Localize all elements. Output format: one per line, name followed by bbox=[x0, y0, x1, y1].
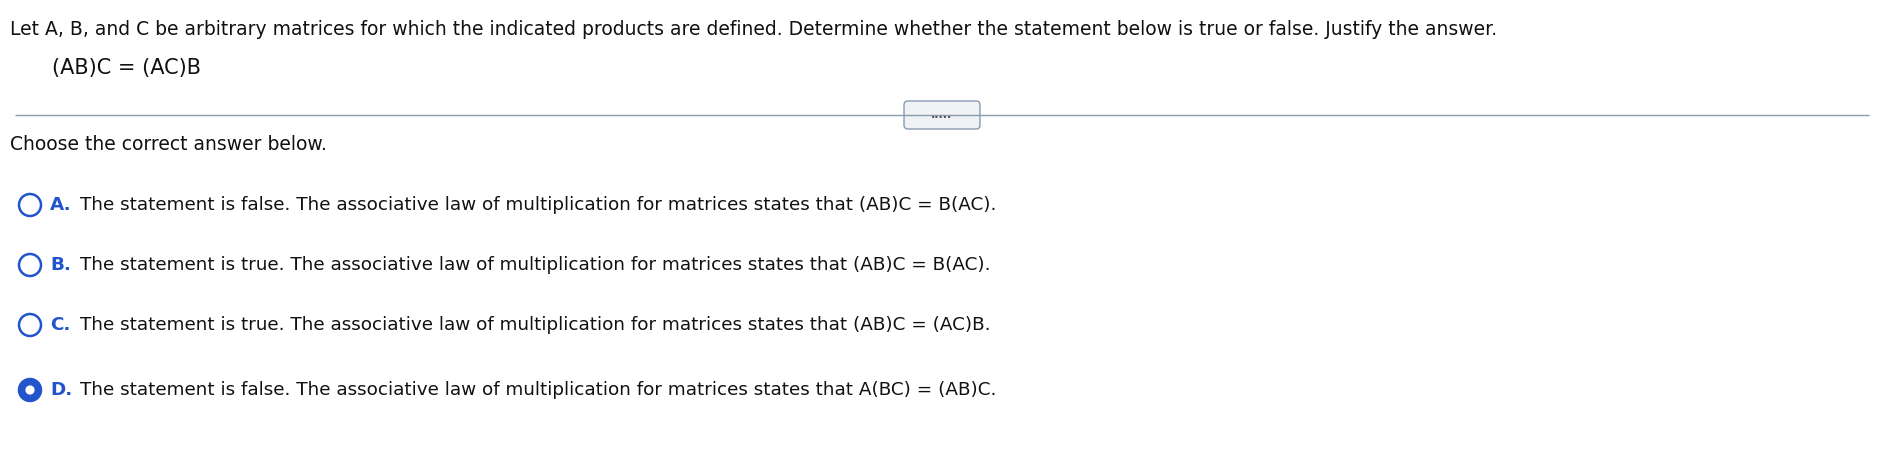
Circle shape bbox=[19, 314, 41, 336]
Text: The statement is true. The associative law of multiplication for matrices states: The statement is true. The associative l… bbox=[79, 256, 991, 274]
Circle shape bbox=[19, 194, 41, 216]
Text: B.: B. bbox=[51, 256, 72, 274]
Text: The statement is false. The associative law of multiplication for matrices state: The statement is false. The associative … bbox=[79, 381, 997, 399]
Circle shape bbox=[24, 385, 34, 395]
Circle shape bbox=[19, 379, 41, 401]
Text: The statement is true. The associative law of multiplication for matrices states: The statement is true. The associative l… bbox=[79, 316, 991, 334]
FancyBboxPatch shape bbox=[904, 101, 980, 129]
Text: C.: C. bbox=[51, 316, 70, 334]
Text: Choose the correct answer below.: Choose the correct answer below. bbox=[9, 135, 328, 154]
Circle shape bbox=[19, 254, 41, 276]
Text: The statement is false. The associative law of multiplication for matrices state: The statement is false. The associative … bbox=[79, 196, 997, 214]
Text: D.: D. bbox=[51, 381, 72, 399]
Text: Let A, B, and C be arbitrary matrices for which the indicated products are defin: Let A, B, and C be arbitrary matrices fo… bbox=[9, 20, 1498, 39]
Text: .....: ..... bbox=[931, 110, 953, 121]
Text: (AB)C = (AC)B: (AB)C = (AC)B bbox=[53, 58, 202, 78]
Text: A.: A. bbox=[51, 196, 72, 214]
